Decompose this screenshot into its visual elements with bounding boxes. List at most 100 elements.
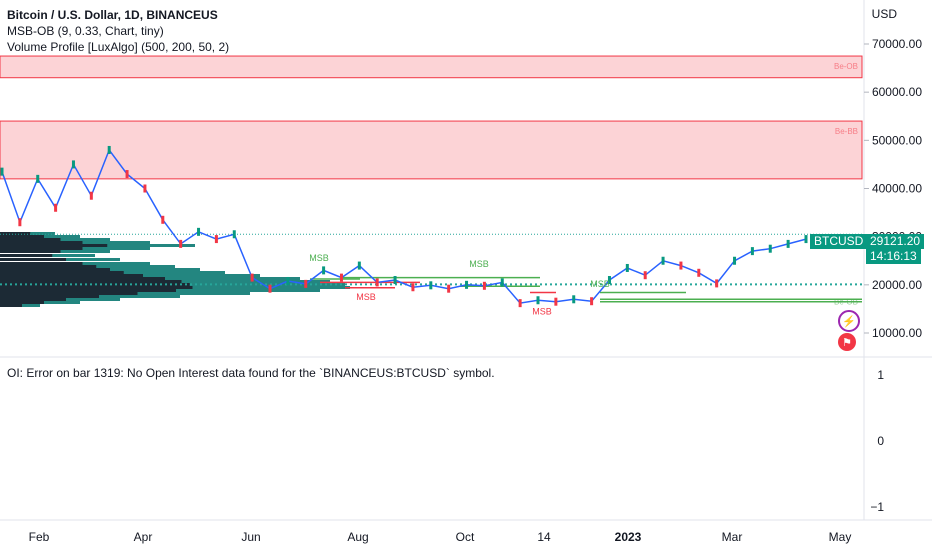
zone-label: Be-OB — [834, 62, 858, 71]
price-bar — [750, 247, 754, 256]
price-bar — [733, 256, 737, 265]
volume-profile-bar — [0, 271, 225, 274]
price-bar — [625, 263, 629, 272]
volume-profile-bar — [0, 298, 120, 301]
price-tick-label: 60000.00 — [872, 85, 922, 99]
time-tick-label: Mar — [722, 530, 743, 544]
bear-order-block-zone — [0, 55, 863, 79]
price-bar — [429, 281, 433, 290]
bar-countdown: 14:16:13 — [866, 249, 921, 264]
volume-profile-buy-bar — [99, 295, 180, 298]
volume-profile-bar — [0, 254, 95, 257]
volume-profile-bar — [0, 289, 320, 292]
price-bar — [197, 227, 201, 236]
price-bar — [375, 278, 379, 287]
price-bar — [715, 279, 719, 288]
price-axis[interactable]: 70000.0060000.0050000.0040000.0030000.00… — [864, 37, 922, 340]
price-bar — [500, 278, 504, 287]
price-bar — [518, 299, 522, 308]
lightning-icon[interactable]: ⚡ — [838, 310, 860, 332]
indicator-volume-profile[interactable]: Volume Profile [LuxAlgo] (500, 200, 50, … — [7, 40, 230, 54]
price-tick-label: 10000.00 — [872, 326, 922, 340]
time-tick-label: May — [829, 530, 852, 544]
volume-profile-bar — [0, 295, 180, 298]
indicator-msb-ob[interactable]: MSB-OB (9, 0.33, Chart, tiny) — [7, 24, 164, 38]
volume-profile-buy-bar — [96, 265, 175, 268]
price-bar — [0, 167, 4, 176]
price-bar — [214, 235, 218, 244]
time-tick-label: Oct — [456, 530, 475, 544]
msb-label: MSB — [309, 253, 329, 263]
price-bar — [447, 284, 451, 293]
volume-profile-buy-bar — [60, 238, 110, 241]
volume-profile-buy-bar — [82, 241, 150, 244]
volume-profile-buy-bar — [44, 301, 80, 304]
price-bar — [482, 281, 486, 290]
symbol-tag: BTCUSD — [810, 234, 868, 249]
price-bar — [572, 295, 576, 304]
volume-profile-bar — [0, 247, 150, 250]
msb-label: MSB — [590, 279, 610, 289]
volume-profile-bar — [0, 232, 55, 235]
price-bar — [643, 271, 647, 280]
price-bar — [36, 174, 40, 183]
price-bar — [179, 239, 183, 248]
price-bar — [322, 266, 326, 275]
price-bar — [18, 218, 22, 227]
oi-axis[interactable]: 1 0 −1 — [870, 368, 884, 514]
volume-profile-bar — [0, 250, 110, 253]
oi-tick-label: 0 — [877, 434, 884, 448]
volume-profile-buy-bar — [176, 289, 320, 292]
price-bar — [786, 239, 790, 248]
volume-profile-buy-bar — [22, 304, 40, 307]
volume-profile-buy-bar — [143, 274, 260, 277]
time-tick-label: 14 — [537, 530, 551, 544]
volume-profile-bar — [0, 258, 120, 261]
bear-order-block-zone — [0, 120, 863, 180]
price-bar — [268, 284, 272, 293]
chart-title[interactable]: Bitcoin / U.S. Dollar, 1D, BINANCEUS — [7, 8, 218, 22]
price-bar — [232, 230, 236, 239]
volume-profile-buy-bar — [60, 250, 110, 253]
order-block-zones: Be-OB Be-BB — [0, 55, 863, 180]
time-tick-label: Jun — [241, 530, 260, 544]
zigzag-line — [1, 148, 807, 304]
volume-profile-bar — [0, 238, 110, 241]
volume-profile-buy-bar — [52, 254, 95, 257]
volume-profile-buy-bar — [123, 271, 225, 274]
price-bar — [554, 297, 558, 306]
volume-profile-buy-bar — [66, 258, 120, 261]
price-tick-label: 20000.00 — [872, 278, 922, 292]
price-tick-label: 70000.00 — [872, 37, 922, 51]
price-bar — [393, 276, 397, 285]
volume-profile-buy-bar — [137, 292, 250, 295]
volume-profile-bar — [0, 283, 345, 286]
price-bar — [607, 276, 611, 285]
volume-profile-bar — [0, 244, 195, 247]
flag-icon[interactable]: ⚑ — [838, 333, 856, 351]
price-bar — [125, 170, 129, 179]
price-bar — [161, 215, 165, 224]
volume-profile-bar — [0, 235, 80, 238]
price-tick-label: 40000.00 — [872, 182, 922, 196]
price-bar — [286, 276, 290, 285]
volume-profile-bar — [0, 262, 150, 265]
price-bar — [250, 273, 254, 282]
oi-tick-label: −1 — [870, 500, 884, 514]
volume-profile-buy-bar — [165, 277, 300, 280]
price-bar — [536, 296, 540, 305]
time-tick-label: Feb — [29, 530, 50, 544]
price-bar — [304, 279, 308, 288]
volume-profile-buy-bar — [110, 268, 200, 271]
volume-profile-bar — [0, 277, 300, 280]
price-bar — [590, 297, 594, 306]
price-bar — [411, 283, 415, 292]
currency-label[interactable]: USD — [871, 7, 897, 21]
last-price-tag: 29121.20 — [866, 234, 925, 249]
price-bar — [339, 273, 343, 282]
time-axis[interactable]: Feb Apr Jun Aug Oct 14 2023 Mar May — [29, 530, 852, 544]
volume-profile-bar — [0, 268, 200, 271]
bull-zone-label: Be-OB — [834, 298, 858, 307]
time-tick-label: Aug — [347, 530, 368, 544]
